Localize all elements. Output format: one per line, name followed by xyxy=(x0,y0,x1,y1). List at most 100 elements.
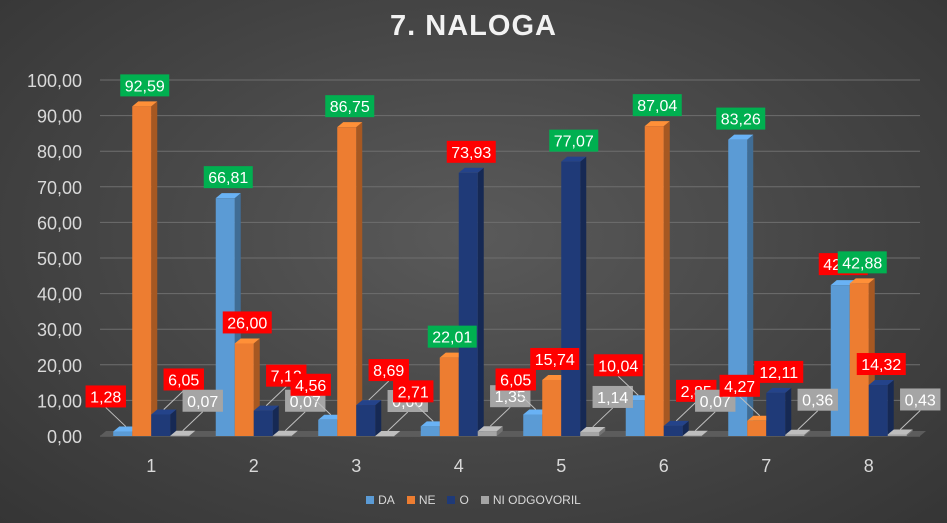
data-label: 2,71 xyxy=(398,384,429,401)
legend-item: O xyxy=(447,493,469,507)
legend-item: NI ODGOVORIL xyxy=(480,493,581,507)
bar-top xyxy=(785,429,811,435)
data-label-box xyxy=(446,140,496,163)
leader-line xyxy=(515,390,537,410)
bar xyxy=(318,419,338,436)
x-tick-label: 5 xyxy=(556,456,566,476)
bar-top xyxy=(170,430,196,436)
data-label-box xyxy=(716,107,766,130)
bar-top xyxy=(439,352,465,358)
data-label: 4,27 xyxy=(724,379,755,396)
chart-title: 7. NALOGA xyxy=(390,10,557,42)
x-tick-label: 2 xyxy=(249,456,259,476)
leader-line xyxy=(387,411,409,432)
bar-top xyxy=(542,374,568,380)
x-tick-label: 8 xyxy=(864,456,874,476)
data-label: 83,26 xyxy=(721,112,761,129)
data-label-box xyxy=(393,380,434,403)
bar-top xyxy=(151,409,177,415)
y-tick-label: 100,00 xyxy=(27,71,82,91)
bar-side xyxy=(887,380,894,436)
data-label-box xyxy=(856,353,906,376)
data-label-box xyxy=(120,74,170,97)
leader-line xyxy=(368,380,390,401)
data-label: 0,36 xyxy=(802,393,833,410)
bar-side xyxy=(189,430,196,436)
legend-swatch xyxy=(447,496,456,504)
bar-top xyxy=(420,421,446,427)
data-label: 0,07 xyxy=(700,394,731,411)
y-tick-label: 0,00 xyxy=(47,427,82,447)
bar-top xyxy=(682,430,708,436)
data-label: 6,05 xyxy=(500,372,531,389)
y-tick-label: 70,00 xyxy=(37,178,82,198)
bar xyxy=(644,126,664,436)
bar-side xyxy=(906,429,913,436)
data-label-box xyxy=(222,311,272,334)
bar-side xyxy=(375,400,382,436)
leader-line xyxy=(797,410,819,431)
bar xyxy=(542,379,562,436)
data-label-box xyxy=(797,388,838,411)
bar-top xyxy=(113,426,139,432)
data-label-box xyxy=(754,360,804,383)
bar-top xyxy=(766,387,792,393)
bar xyxy=(561,161,581,436)
data-label: 0,43 xyxy=(905,392,936,409)
leader-line xyxy=(617,375,639,396)
data-label: 0,07 xyxy=(290,394,321,411)
bar-side xyxy=(701,430,708,436)
y-tick-label: 40,00 xyxy=(37,285,82,305)
bar xyxy=(272,435,292,437)
leader-line xyxy=(694,411,716,432)
leader-line xyxy=(592,407,614,428)
data-label: 4,56 xyxy=(295,378,326,395)
bar-top xyxy=(523,409,549,415)
data-label: 26,00 xyxy=(227,315,267,332)
legend-swatch xyxy=(366,496,375,504)
x-tick-label: 4 xyxy=(454,456,464,476)
data-label-box xyxy=(490,385,531,408)
bar-side xyxy=(272,405,279,436)
bar xyxy=(580,431,600,436)
bar xyxy=(420,426,440,436)
leader-line xyxy=(899,410,921,430)
bar-top xyxy=(830,280,856,286)
data-label: 12,11 xyxy=(759,365,798,382)
bar xyxy=(375,436,395,437)
bar-side xyxy=(496,426,503,436)
leader-line xyxy=(182,411,204,432)
bar-side xyxy=(599,426,606,436)
bar xyxy=(747,420,767,436)
bar-top xyxy=(215,193,241,199)
data-label-box xyxy=(837,251,887,274)
legend-swatch xyxy=(480,496,489,504)
data-label: 0,07 xyxy=(187,394,218,411)
data-label-box xyxy=(719,374,760,397)
bar-top xyxy=(458,167,484,173)
data-label-box xyxy=(530,347,580,370)
data-label: 87,04 xyxy=(637,98,677,115)
bar-top xyxy=(318,414,344,420)
leader-line xyxy=(412,401,434,422)
data-label: 1,35 xyxy=(495,389,526,406)
bar xyxy=(337,127,357,437)
x-tick-label: 1 xyxy=(146,456,156,476)
data-label-box xyxy=(632,94,682,117)
data-label-box xyxy=(593,354,643,377)
y-tick-label: 80,00 xyxy=(37,142,82,162)
data-label: 92,59 xyxy=(125,78,165,95)
data-label: 73,93 xyxy=(451,145,491,162)
y-tick-label: 20,00 xyxy=(37,356,82,376)
leader-line xyxy=(739,396,761,417)
bar-side xyxy=(785,387,792,436)
bar xyxy=(477,431,497,436)
y-tick-label: 10,00 xyxy=(37,391,82,411)
bar-top xyxy=(728,134,754,140)
bar-top xyxy=(580,426,606,432)
bar-top xyxy=(234,338,260,344)
data-label-box xyxy=(427,325,477,348)
bar xyxy=(234,343,254,436)
data-label: 15,74 xyxy=(535,352,575,369)
bar-side xyxy=(170,409,177,436)
